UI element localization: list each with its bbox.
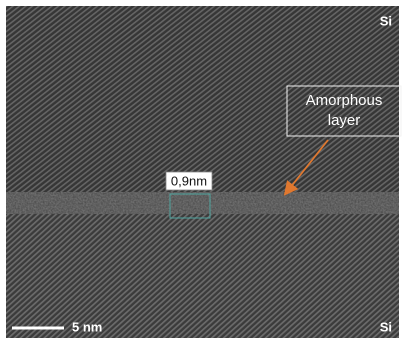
tem-image: Si Si Amorphous layer 0,9nm 5 nm [0,0,404,342]
annotation-line: layer [328,112,361,129]
bottom-material-label: Si [380,319,392,334]
thickness-label: 0,9nm [171,173,207,188]
scale-bar-label: 5 nm [72,319,102,334]
annotation-line: Amorphous [306,92,383,109]
top-material-label: Si [380,13,392,28]
